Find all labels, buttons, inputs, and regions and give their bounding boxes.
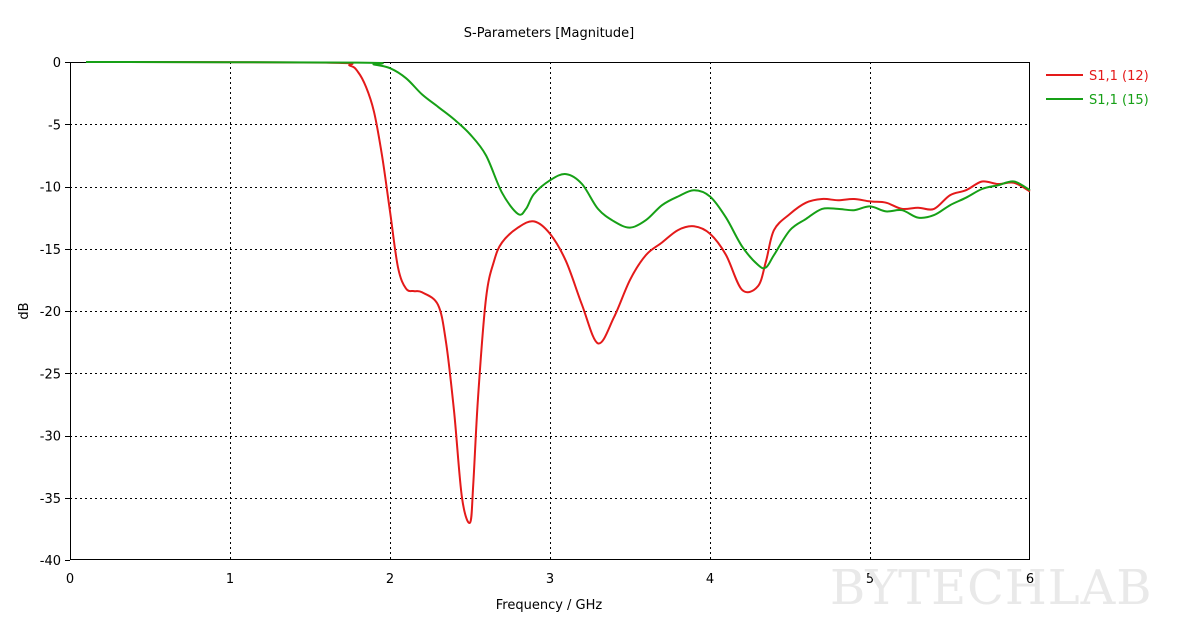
x-axis-label: Frequency / GHz bbox=[496, 598, 603, 613]
y-tick-label: -5 bbox=[48, 118, 61, 133]
y-tick-label: -40 bbox=[40, 554, 61, 569]
y-tick-label: -20 bbox=[40, 305, 61, 320]
x-axis-ticks: 0 1 2 3 4 5 6 bbox=[66, 572, 1034, 587]
y-tick-label: -10 bbox=[40, 181, 61, 196]
y-tick-label: 0 bbox=[53, 56, 61, 71]
y-tick-label: -25 bbox=[40, 367, 61, 382]
chart-title: S-Parameters [Magnitude] bbox=[464, 26, 635, 41]
x-tick-label: 4 bbox=[706, 572, 714, 587]
y-axis-ticks: 0 -5 -10 -15 -20 -25 -30 -35 -40 bbox=[40, 56, 70, 569]
y-tick-label: -30 bbox=[40, 430, 61, 445]
y-axis-label: dB bbox=[17, 302, 32, 319]
x-tick-label: 0 bbox=[66, 572, 74, 587]
series-lines bbox=[85, 61, 1031, 524]
x-tick-label: 1 bbox=[226, 572, 234, 587]
legend-label-2: S1,1 (15) bbox=[1089, 93, 1149, 108]
x-tick-label: 6 bbox=[1026, 572, 1034, 587]
series-line-2 bbox=[85, 61, 1031, 270]
plot-frame bbox=[70, 62, 1030, 560]
grid-lines bbox=[70, 62, 1030, 560]
y-tick-label: -15 bbox=[40, 243, 61, 258]
series-line-1 bbox=[85, 61, 1031, 524]
x-tick-label: 3 bbox=[546, 572, 554, 587]
legend-label-1: S1,1 (12) bbox=[1089, 69, 1149, 84]
y-tick-label: -35 bbox=[40, 492, 61, 507]
x-tick-label: 5 bbox=[866, 572, 874, 587]
x-tick-label: 2 bbox=[386, 572, 394, 587]
watermark-text: BYTECHLAB bbox=[830, 560, 1153, 616]
legend: S1,1 (12) S1,1 (15) bbox=[1046, 69, 1149, 108]
